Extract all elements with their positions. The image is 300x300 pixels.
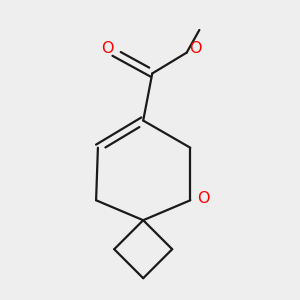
Text: O: O [101, 40, 113, 56]
Text: O: O [190, 41, 202, 56]
Text: O: O [197, 191, 209, 206]
